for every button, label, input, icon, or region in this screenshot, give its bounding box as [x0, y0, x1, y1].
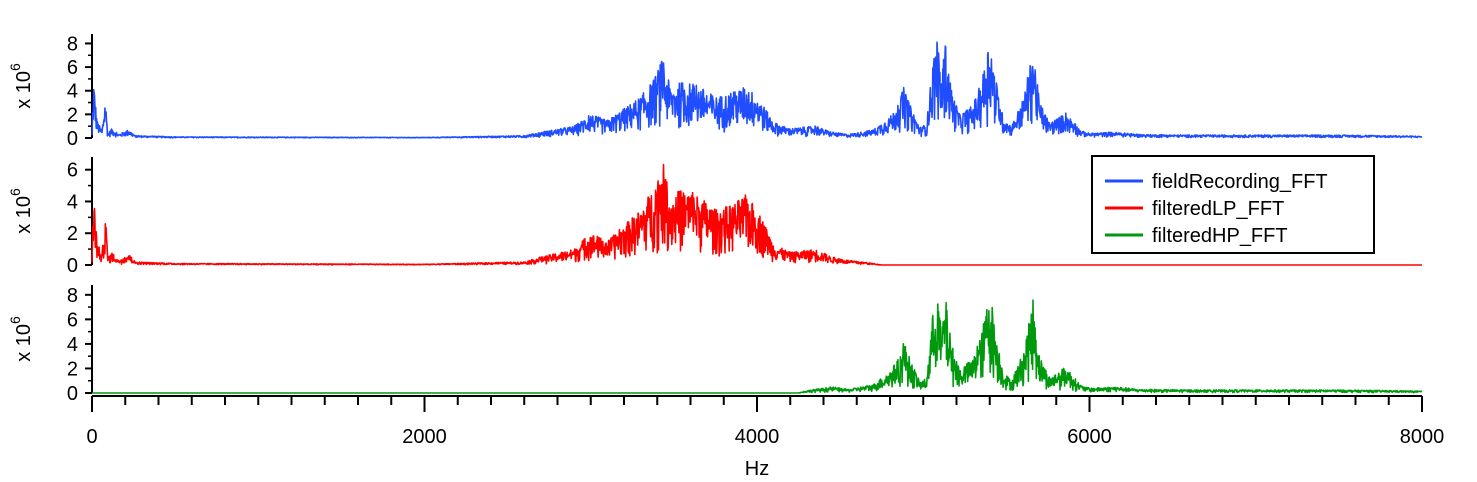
series-line-fieldRecording_FFT: [91, 41, 1423, 139]
x-tick-label: 8000: [1400, 426, 1445, 448]
legend: fieldRecording_FFT filteredLP_FFT filtered…: [1091, 155, 1375, 254]
x-tick-label: 4000: [735, 426, 780, 448]
y-tick-label: 0: [67, 255, 78, 277]
legend-label: filteredHP_FFT: [1152, 225, 1288, 247]
y-tick-label: 6: [67, 160, 78, 182]
y-unit-base: x 10: [13, 324, 35, 362]
y-tick-label: 2: [67, 223, 78, 245]
x-axis-label: Hz: [745, 458, 769, 480]
x-tick-label: 2000: [402, 426, 447, 448]
y-unit-exponent: 6: [7, 316, 23, 324]
y-tick-label: 0: [67, 383, 78, 405]
y-tick-label: 8: [67, 33, 78, 55]
x-tick-label: 0: [86, 426, 97, 448]
series-line-filteredHP_FFT: [91, 299, 1423, 394]
y-tick-label: 2: [67, 104, 78, 126]
y-unit-base: x 10: [13, 196, 35, 234]
y-unit-label: x 106: [7, 188, 35, 234]
legend-label: fieldRecording_FFT: [1152, 171, 1328, 193]
y-tick-label: 6: [67, 57, 78, 79]
y-tick-label: 4: [67, 334, 78, 356]
y-unit-label: x 106: [7, 316, 35, 362]
y-tick-label: 2: [67, 358, 78, 380]
legend-box: [1091, 155, 1375, 254]
y-unit-exponent: 6: [7, 63, 23, 71]
y-unit-label: x 106: [7, 63, 35, 109]
y-tick-label: 6: [67, 309, 78, 331]
y-tick-label: 0: [67, 128, 78, 150]
legend-label: filteredLP_FFT: [1152, 198, 1284, 220]
x-tick-label: 6000: [1067, 426, 1112, 448]
y-tick-label: 8: [67, 285, 78, 307]
y-tick-label: 4: [67, 81, 78, 103]
y-tick-label: 4: [67, 191, 78, 213]
y-unit-base: x 10: [13, 71, 35, 109]
series-line-filteredLP_FFT: [91, 163, 1423, 266]
y-unit-exponent: 6: [7, 188, 23, 196]
